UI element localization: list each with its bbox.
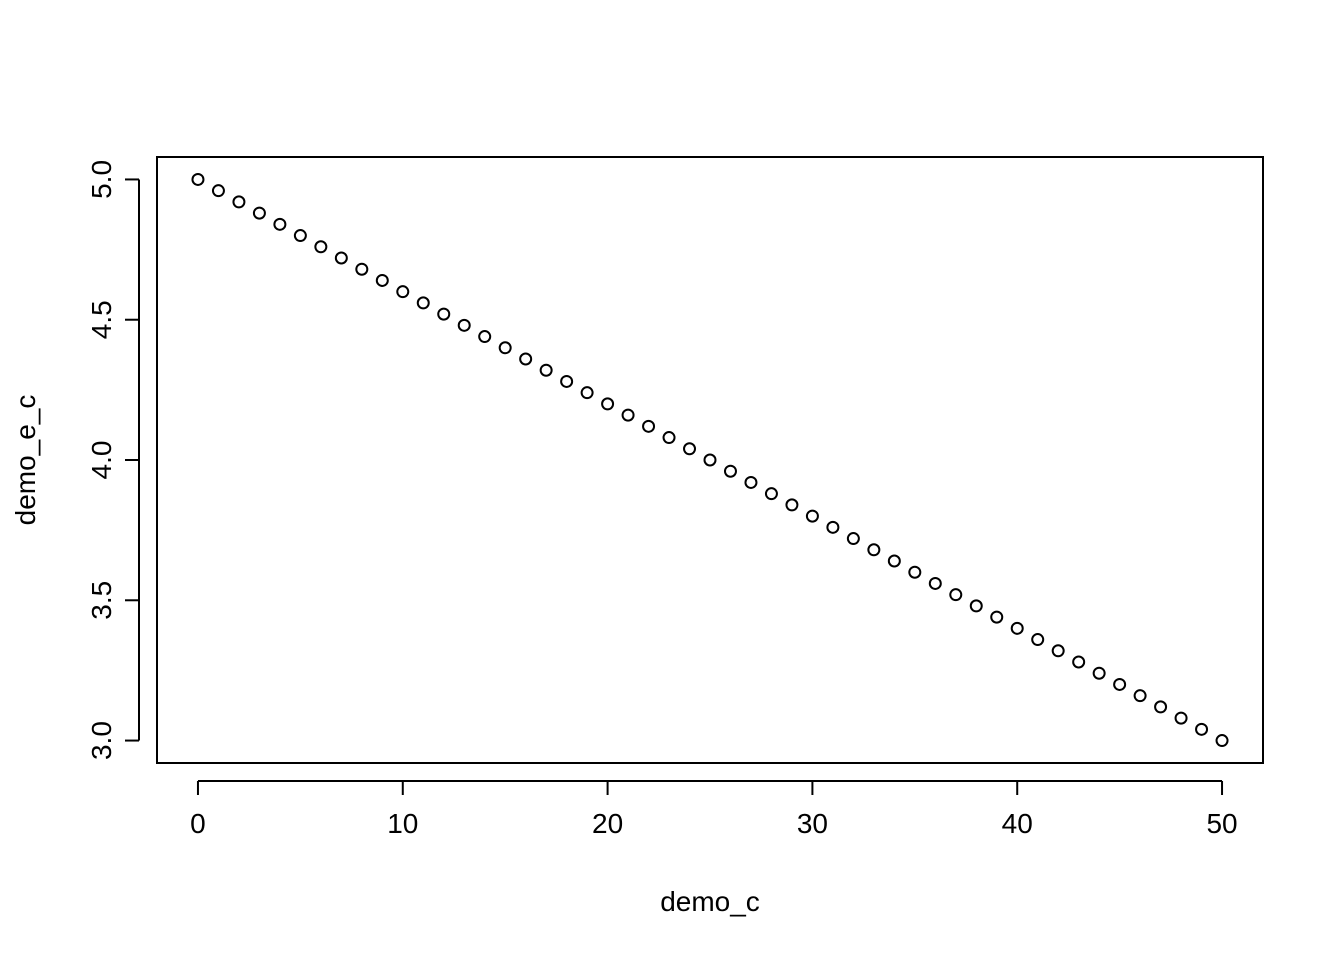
data-point — [867, 543, 881, 557]
data-point — [764, 487, 778, 501]
data-point — [560, 374, 574, 388]
data-point — [211, 184, 225, 198]
x-axis-label: demo_c — [660, 886, 760, 917]
data-point — [908, 565, 922, 579]
x-tick-label: 30 — [797, 808, 828, 839]
data-point — [601, 397, 615, 411]
data-point — [293, 229, 307, 243]
y-tick-label: 4.5 — [86, 300, 117, 339]
x-tick-label: 10 — [387, 808, 418, 839]
x-tick-label: 50 — [1206, 808, 1237, 839]
y-tick-label: 3.5 — [86, 581, 117, 620]
plot-frame — [156, 156, 1264, 764]
data-point — [1031, 633, 1045, 647]
data-point — [1072, 655, 1086, 669]
data-point — [662, 431, 676, 445]
data-point — [723, 464, 737, 478]
data-point — [355, 262, 369, 276]
data-point — [232, 195, 246, 209]
data-point — [191, 172, 205, 186]
data-point — [1174, 711, 1188, 725]
data-point — [990, 610, 1004, 624]
data-point — [928, 576, 942, 590]
data-point — [457, 318, 471, 332]
data-point — [949, 588, 963, 602]
data-point — [498, 341, 512, 355]
data-point — [252, 206, 266, 220]
y-axis: 3.0 3.5 4.0 4.5 5.0 — [86, 160, 140, 760]
data-point — [580, 386, 594, 400]
data-point — [744, 475, 758, 489]
data-point — [683, 442, 697, 456]
data-point — [1092, 666, 1106, 680]
data-point — [846, 532, 860, 546]
data-point — [1195, 722, 1209, 736]
data-point — [396, 285, 410, 299]
data-point — [1133, 689, 1147, 703]
y-tick-label: 5.0 — [86, 160, 117, 199]
data-point — [375, 273, 389, 287]
x-axis: 0 10 20 30 40 50 — [190, 780, 1238, 839]
y-axis-label: demo_e_c — [10, 395, 41, 526]
data-point — [621, 408, 635, 422]
data-point — [519, 352, 533, 366]
data-point — [969, 599, 983, 613]
x-tick-label: 0 — [190, 808, 206, 839]
data-point — [334, 251, 348, 265]
data-point — [437, 307, 451, 321]
data-point — [539, 363, 553, 377]
data-point — [826, 520, 840, 534]
y-tick-label: 3.0 — [86, 721, 117, 760]
data-point — [887, 554, 901, 568]
y-tick-label: 4.0 — [86, 441, 117, 480]
data-point — [642, 419, 656, 433]
data-point — [1215, 734, 1229, 748]
x-tick-label: 20 — [592, 808, 623, 839]
x-tick-label: 40 — [1002, 808, 1033, 839]
data-point — [314, 240, 328, 254]
data-point — [1051, 644, 1065, 658]
data-point — [416, 296, 430, 310]
data-point — [1113, 677, 1127, 691]
data-point — [785, 498, 799, 512]
data-point — [1010, 621, 1024, 635]
data-points — [191, 172, 1229, 748]
data-point — [273, 217, 287, 231]
data-point — [703, 453, 717, 467]
data-point — [805, 509, 819, 523]
data-point — [478, 330, 492, 344]
data-point — [1154, 700, 1168, 714]
